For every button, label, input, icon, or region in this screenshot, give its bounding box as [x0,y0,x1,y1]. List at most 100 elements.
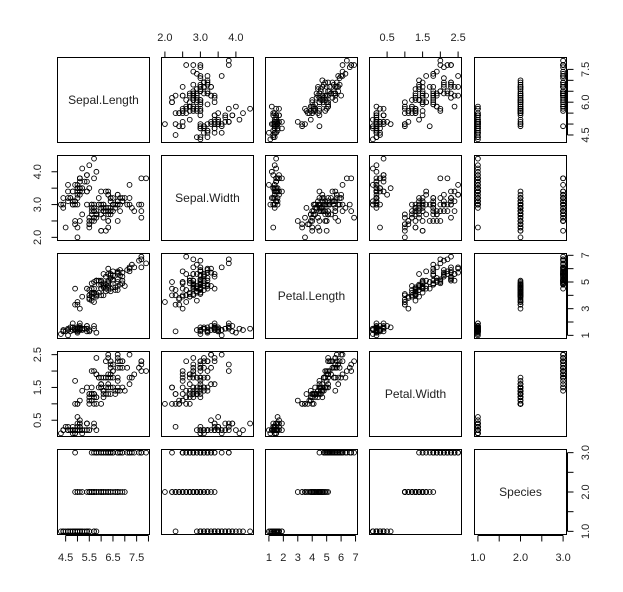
tick-label: 0.5 [32,413,44,428]
data-points [370,449,461,535]
panel-sepal-length-vs-petal-width [369,57,462,143]
panel-sepal-width-vs-petal-width [369,155,462,241]
right-axis-sepal-length: 4.5 6.0 7.5 [567,62,592,143]
data-points [58,449,149,535]
panel-frame [161,57,254,143]
data-points [370,253,461,339]
panel-petal-length-vs-petal-width [369,253,462,339]
tick-label: 5.5 [82,552,97,564]
tick-label: 3.0 [555,552,570,564]
panel-frame [265,449,358,535]
panel-species-vs-petal-width [369,449,462,535]
panel-frame [369,351,462,437]
tick-label: 2.0 [32,230,44,245]
panel-species-vs-species: Species [474,449,567,535]
panel-sepal-width-vs-sepal-length [57,155,150,241]
panel-petal-length-vs-species [474,253,567,339]
panel-petal-length-vs-sepal-width [161,253,254,339]
panel-frame [57,449,150,535]
panel-frame [161,449,254,535]
panel-species-vs-sepal-length [57,449,150,535]
tick-label: 4.0 [228,32,243,44]
tick-label: 6.5 [105,552,120,564]
diagonal-label: Sepal.Width [175,191,240,205]
tick-label: 4 [309,552,315,564]
panel-frame [265,155,358,241]
panels-group: Sepal.Length Sepal.Width Petal.Length Petal… [57,57,567,535]
panel-frame [265,351,358,437]
axes-group: 2.0 3.0 4.0 0.5 1.5 2.5 4.5 5.5 6.5 7.5 1 2 3 4 5 6 7 1.0… [32,32,592,564]
tick-label: 5 [580,279,592,285]
tick-label: 4.0 [32,164,44,179]
left-axis-sepal-width: 2.0 3.0 4.0 [32,164,58,245]
panel-petal-width-vs-petal-length [265,351,358,437]
top-axis-petal-width: 0.5 1.5 2.5 [379,32,466,58]
tick-label: 3 [295,552,301,564]
tick-label: 4.5 [58,552,73,564]
data-points [162,449,253,535]
tick-label: 2.0 [580,484,592,499]
panel-frame [474,57,567,143]
tick-label: 6 [338,552,344,564]
data-points [475,155,566,241]
panel-sepal-length-vs-species [474,57,567,143]
tick-label: 7.5 [129,552,144,564]
diagonal-label: Species [499,485,542,499]
data-points [266,449,357,535]
right-axis-species: 1.0 2.0 3.0 [567,445,592,539]
tick-label: 6.0 [580,95,592,110]
panel-petal-length-vs-petal-length: Petal.Length [265,253,358,339]
panel-frame [474,253,567,339]
data-points [475,351,566,437]
data-points [266,351,357,437]
tick-label: 5 [324,552,330,564]
panel-petal-width-vs-sepal-width [161,351,254,437]
tick-label: 0.5 [379,32,394,44]
data-points [475,57,566,143]
data-points [162,253,253,339]
tick-label: 3.0 [32,197,44,212]
data-points [162,57,253,143]
panel-petal-width-vs-petal-width: Petal.Width [369,351,462,437]
panel-frame [57,57,150,143]
tick-label: 1.0 [580,524,592,539]
panel-sepal-length-vs-petal-length [265,57,358,143]
panel-sepal-width-vs-petal-length [265,155,358,241]
left-axis-petal-width: 0.5 1.5 2.5 [32,347,58,428]
panel-sepal-length-vs-sepal-width [161,57,254,143]
tick-label: 1.0 [470,552,485,564]
tick-label: 2.5 [450,32,465,44]
panel-frame [57,155,150,241]
tick-label: 1.5 [415,32,430,44]
tick-label: 7.5 [580,62,592,77]
panel-frame [369,155,462,241]
data-points [266,57,357,143]
right-axis-petal-length: 1 3 5 7 [567,252,592,338]
diagonal-label: Petal.Length [278,289,345,303]
data-points [370,155,461,241]
tick-label: 2.5 [32,347,44,362]
panel-species-vs-petal-length [265,449,358,535]
diagonal-label: Petal.Width [385,387,446,401]
tick-label: 1 [266,552,272,564]
panel-sepal-length-vs-sepal-length: Sepal.Length [57,57,150,143]
panel-petal-width-vs-sepal-length [57,351,150,437]
tick-label: 3 [580,306,592,312]
data-points [58,351,149,437]
data-points [58,155,149,241]
tick-label: 2.0 [157,32,172,44]
tick-label: 2.0 [513,552,528,564]
panel-frame [161,155,254,241]
panel-sepal-width-vs-sepal-width: Sepal.Width [161,155,254,241]
panel-frame [265,253,358,339]
data-points [475,253,566,339]
data-points [266,155,357,241]
data-points [162,351,253,437]
data-points [370,57,461,143]
bottom-axis-sepal-length: 4.5 5.5 6.5 7.5 [58,535,149,564]
diagonal-label: Sepal.Length [68,93,139,107]
panel-frame [161,351,254,437]
tick-label: 1 [580,332,592,338]
tick-label: 3.0 [193,32,208,44]
